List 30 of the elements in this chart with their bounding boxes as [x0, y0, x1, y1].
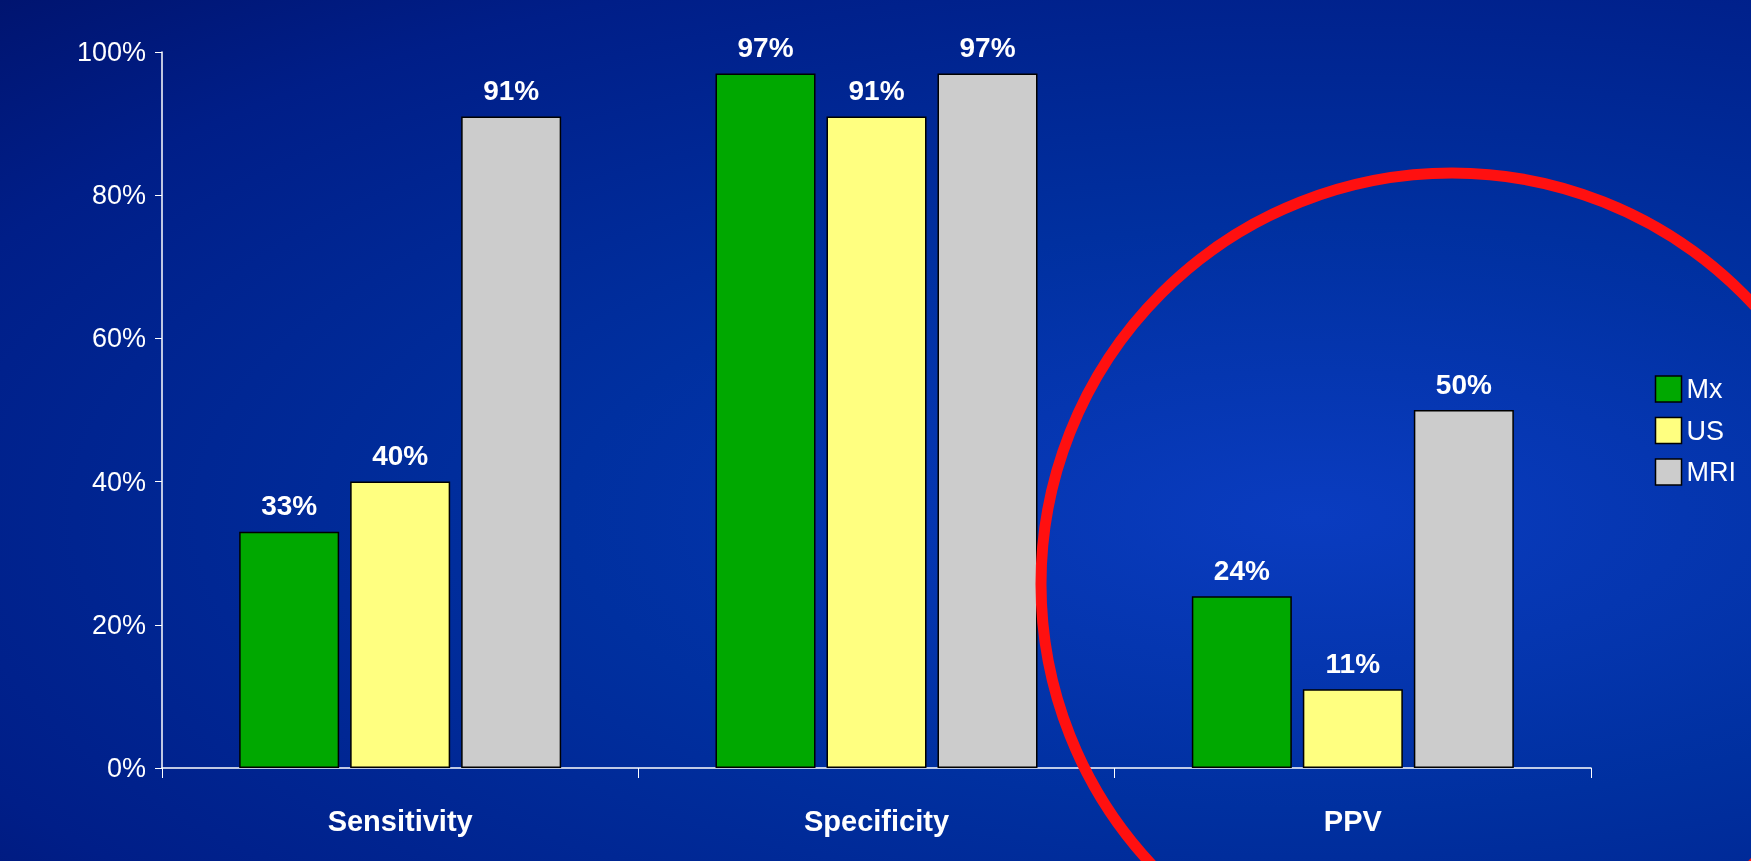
y-tick-label: 100% — [76, 37, 146, 67]
y-tick-label: 80% — [91, 180, 146, 211]
x-tick-label: Specificity — [803, 804, 950, 837]
bar — [1413, 410, 1514, 768]
y-tick-label: 20% — [91, 609, 146, 640]
legend-label: Mx — [1686, 374, 1723, 404]
y-tick-label: 60% — [91, 323, 146, 354]
legend-label: MRI — [1686, 457, 1737, 487]
y-tick-label: 40% — [91, 466, 146, 497]
text: 24% — [1213, 554, 1270, 586]
text: 97% — [959, 31, 1016, 63]
bar — [1302, 689, 1403, 768]
text: 91% — [483, 74, 540, 106]
bar — [350, 481, 451, 768]
text: 40% — [372, 440, 429, 472]
bar — [937, 73, 1038, 768]
bar — [715, 73, 816, 768]
text: 91% — [848, 74, 905, 106]
text: 50% — [1435, 368, 1492, 400]
x-tick-label: Sensitivity — [327, 804, 473, 837]
x-tick-label: PPV — [1323, 804, 1383, 837]
bar — [461, 116, 562, 768]
text: 33% — [261, 490, 318, 522]
bar — [1191, 596, 1292, 768]
text: 11% — [1325, 647, 1381, 679]
legend-label: US — [1686, 415, 1725, 446]
bar — [239, 531, 340, 768]
text: 97% — [737, 31, 794, 63]
bar — [826, 116, 927, 768]
y-tick-label: 0% — [106, 753, 146, 783]
